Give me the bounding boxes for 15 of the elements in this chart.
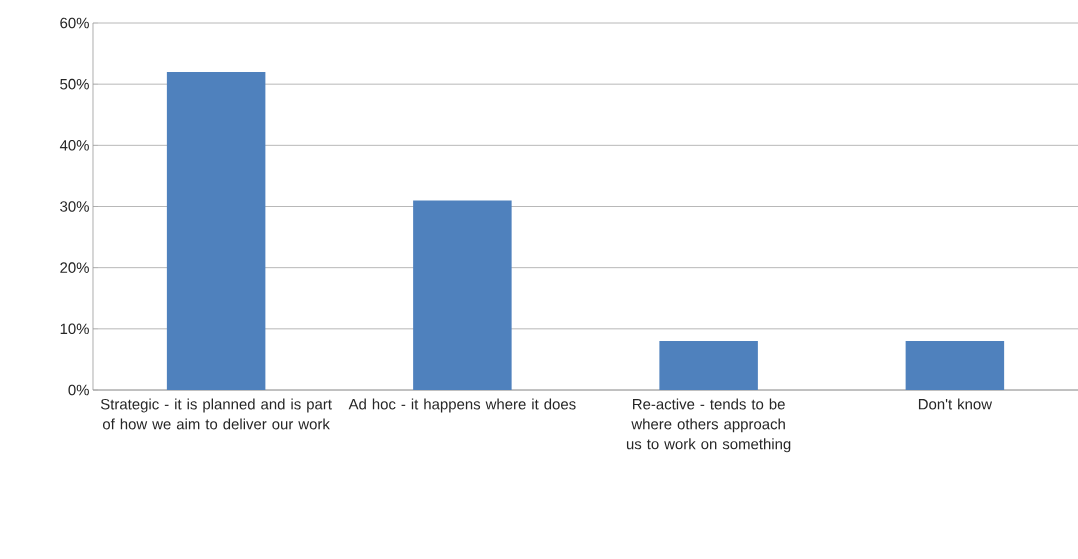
y-tick-label: 10% [60, 323, 89, 335]
y-tick-label: 50% [60, 78, 89, 90]
y-tick-label: 30% [60, 201, 89, 212]
y-tick-label: 60% [60, 17, 89, 29]
y-tick-label: 20% [60, 262, 89, 273]
bar [659, 341, 758, 390]
y-tick-label: 0% [68, 384, 89, 396]
bar [413, 200, 512, 390]
x-tick-label: Ad hoc - it happens where it does [348, 398, 576, 413]
bar [166, 71, 266, 390]
x-tick-label: Don't know [918, 398, 993, 410]
x-tick-label: Re-active - tends to be where others approach us to work on something [626, 398, 791, 453]
bar [905, 341, 1005, 390]
x-tick-label: Strategic - it is planned and is part of how we aim to deliver our work [100, 398, 332, 430]
y-tick-label: 40% [59, 140, 89, 151]
